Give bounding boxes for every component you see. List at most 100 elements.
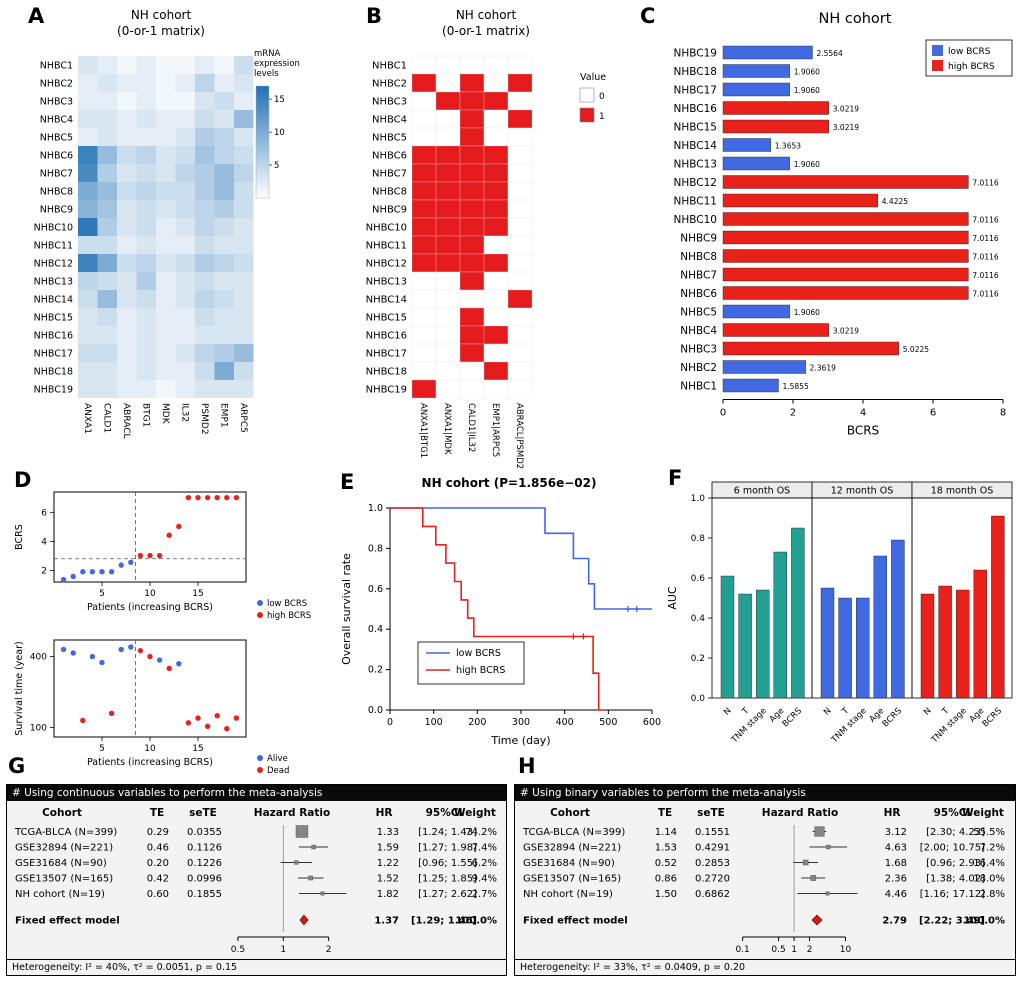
svg-text:TE: TE [658, 807, 672, 819]
svg-text:0.1226: 0.1226 [187, 858, 222, 869]
svg-text:NHBC1: NHBC1 [680, 381, 717, 393]
svg-text:NHBC5: NHBC5 [40, 133, 73, 144]
svg-text:0: 0 [387, 717, 393, 728]
svg-text:1.0: 1.0 [691, 494, 706, 504]
svg-text:2.5564: 2.5564 [816, 49, 842, 58]
svg-text:CALD1|IL32: CALD1|IL32 [466, 403, 476, 452]
svg-text:NHBC3: NHBC3 [680, 344, 717, 356]
svg-text:[1.38; 4.02]: [1.38; 4.02] [926, 874, 985, 885]
svg-text:Time (day): Time (day) [490, 734, 550, 747]
svg-text:7.0116: 7.0116 [972, 271, 998, 280]
svg-text:CALD1: CALD1 [101, 403, 111, 433]
svg-text:GSE13507 (N=165): GSE13507 (N=165) [523, 874, 621, 885]
svg-text:ABRACL: ABRACL [121, 403, 131, 439]
svg-text:10: 10 [144, 589, 156, 599]
svg-text:T: T [740, 705, 752, 717]
svg-text:IL32: IL32 [179, 403, 189, 422]
svg-text:4.46: 4.46 [885, 889, 907, 900]
svg-text:NHBC16: NHBC16 [366, 331, 407, 342]
svg-text:NH cohort (N=19): NH cohort (N=19) [15, 889, 105, 900]
svg-text:400: 400 [30, 653, 47, 663]
svg-text:NHBC11: NHBC11 [34, 241, 73, 252]
svg-text:NHBC15: NHBC15 [34, 313, 73, 324]
svg-text:7.4%: 7.4% [472, 843, 497, 854]
panel-label-e: E [340, 470, 355, 494]
svg-text:1: 1 [599, 112, 605, 122]
svg-text:NHBC12: NHBC12 [34, 259, 73, 270]
panel-label-g: G [8, 754, 26, 778]
svg-text:0.6: 0.6 [691, 574, 706, 584]
svg-text:N: N [922, 706, 934, 718]
svg-text:0.1: 0.1 [735, 945, 749, 955]
svg-text:1.5855: 1.5855 [782, 382, 808, 391]
panel-g-body: Cohort TE seTE Hazard Ratio HR 95%CI Weight TCG… [7, 801, 506, 959]
svg-text:500: 500 [599, 717, 617, 728]
svg-text:NHBC2: NHBC2 [40, 79, 73, 90]
svg-text:BTG1: BTG1 [140, 403, 150, 427]
svg-text:0.42: 0.42 [147, 874, 169, 885]
svg-text:3.12: 3.12 [885, 827, 907, 838]
svg-text:NHBC17: NHBC17 [366, 349, 407, 360]
svg-text:300: 300 [512, 717, 530, 728]
panel-label-d: D [14, 468, 32, 492]
svg-text:2.7%: 2.7% [472, 889, 497, 900]
svg-text:Fixed effect model: Fixed effect model [523, 916, 628, 927]
svg-text:0.2: 0.2 [691, 654, 705, 664]
panel-h-footer: Heterogeneity: I² = 33%, τ² = 0.0409, p … [515, 959, 1015, 975]
svg-text:NHBC5: NHBC5 [372, 133, 407, 144]
svg-text:NHBC6: NHBC6 [680, 288, 717, 300]
svg-text:NHBC10: NHBC10 [34, 223, 73, 234]
svg-text:NHBC16: NHBC16 [34, 331, 73, 342]
svg-text:1.9060: 1.9060 [794, 68, 820, 77]
svg-text:1.52: 1.52 [377, 874, 399, 885]
svg-text:0.0: 0.0 [368, 705, 383, 716]
svg-text:0.6862: 0.6862 [695, 889, 730, 900]
svg-text:95%CI: 95%CI [426, 807, 463, 819]
svg-text:NHBC10: NHBC10 [366, 223, 407, 234]
svg-text:[1.27; 1.98]: [1.27; 1.98] [418, 843, 477, 854]
svg-text:0.0996: 0.0996 [187, 874, 222, 885]
svg-text:NHBC4: NHBC4 [680, 325, 717, 337]
svg-text:0.52: 0.52 [655, 858, 677, 869]
panel-h-header: # Using binary variables to perform the … [515, 785, 1015, 801]
svg-text:2: 2 [326, 945, 332, 955]
kaplan-meier-canvas: 0 100 200 300 400 500 600 0.0 0.2 0.4 0.6 0.8 1.0 low… [340, 503, 661, 747]
svg-text:2.79: 2.79 [882, 916, 907, 927]
svg-text:NHBC8: NHBC8 [40, 187, 73, 198]
svg-text:NHBC3: NHBC3 [40, 97, 73, 108]
svg-text:1.0: 1.0 [368, 503, 383, 514]
svg-text:high BCRS: high BCRS [456, 665, 505, 676]
svg-text:3.0219: 3.0219 [833, 123, 859, 132]
svg-text:mRNA: mRNA [254, 49, 281, 59]
panel-h-body: Cohort TE seTE Hazard Ratio HR 95%CI Weight TCG… [515, 801, 1015, 959]
panel-a-title-line: NH cohort [130, 8, 192, 22]
svg-text:1.53: 1.53 [655, 843, 677, 854]
svg-text:[2.22; 3.49]: [2.22; 3.49] [919, 916, 985, 927]
svg-text:NHBC11: NHBC11 [366, 241, 407, 252]
svg-text:3.0219: 3.0219 [833, 105, 859, 114]
svg-text:TE: TE [150, 807, 164, 819]
svg-text:55.5%: 55.5% [973, 827, 1005, 838]
svg-text:EMP1|ARPC5: EMP1|ARPC5 [490, 403, 500, 457]
svg-text:NHBC18: NHBC18 [34, 367, 73, 378]
svg-text:2: 2 [41, 566, 47, 576]
svg-text:expression: expression [254, 59, 300, 69]
panel-e-kaplan-meier: NH cohort (P=1.856e−02) 0 100 200 300 400 500… [334, 468, 664, 770]
svg-text:5: 5 [99, 589, 105, 599]
svg-text:100: 100 [30, 724, 47, 734]
svg-text:0.29: 0.29 [147, 827, 169, 838]
svg-text:NHBC7: NHBC7 [40, 169, 73, 180]
svg-text:0.1551: 0.1551 [695, 827, 730, 838]
svg-text:ANXA1|BTG1: ANXA1|BTG1 [418, 403, 428, 458]
svg-text:EMP1: EMP1 [218, 403, 228, 428]
svg-text:NHBC14: NHBC14 [366, 295, 407, 306]
svg-text:1.3653: 1.3653 [775, 142, 801, 151]
svg-text:0.0: 0.0 [691, 694, 706, 704]
svg-text:0.2720: 0.2720 [695, 874, 730, 885]
svg-text:7.0116: 7.0116 [972, 216, 998, 225]
svg-text:10: 10 [274, 128, 285, 138]
svg-text:1.68: 1.68 [885, 858, 907, 869]
panel-b-title-line: NH cohort [455, 8, 517, 22]
